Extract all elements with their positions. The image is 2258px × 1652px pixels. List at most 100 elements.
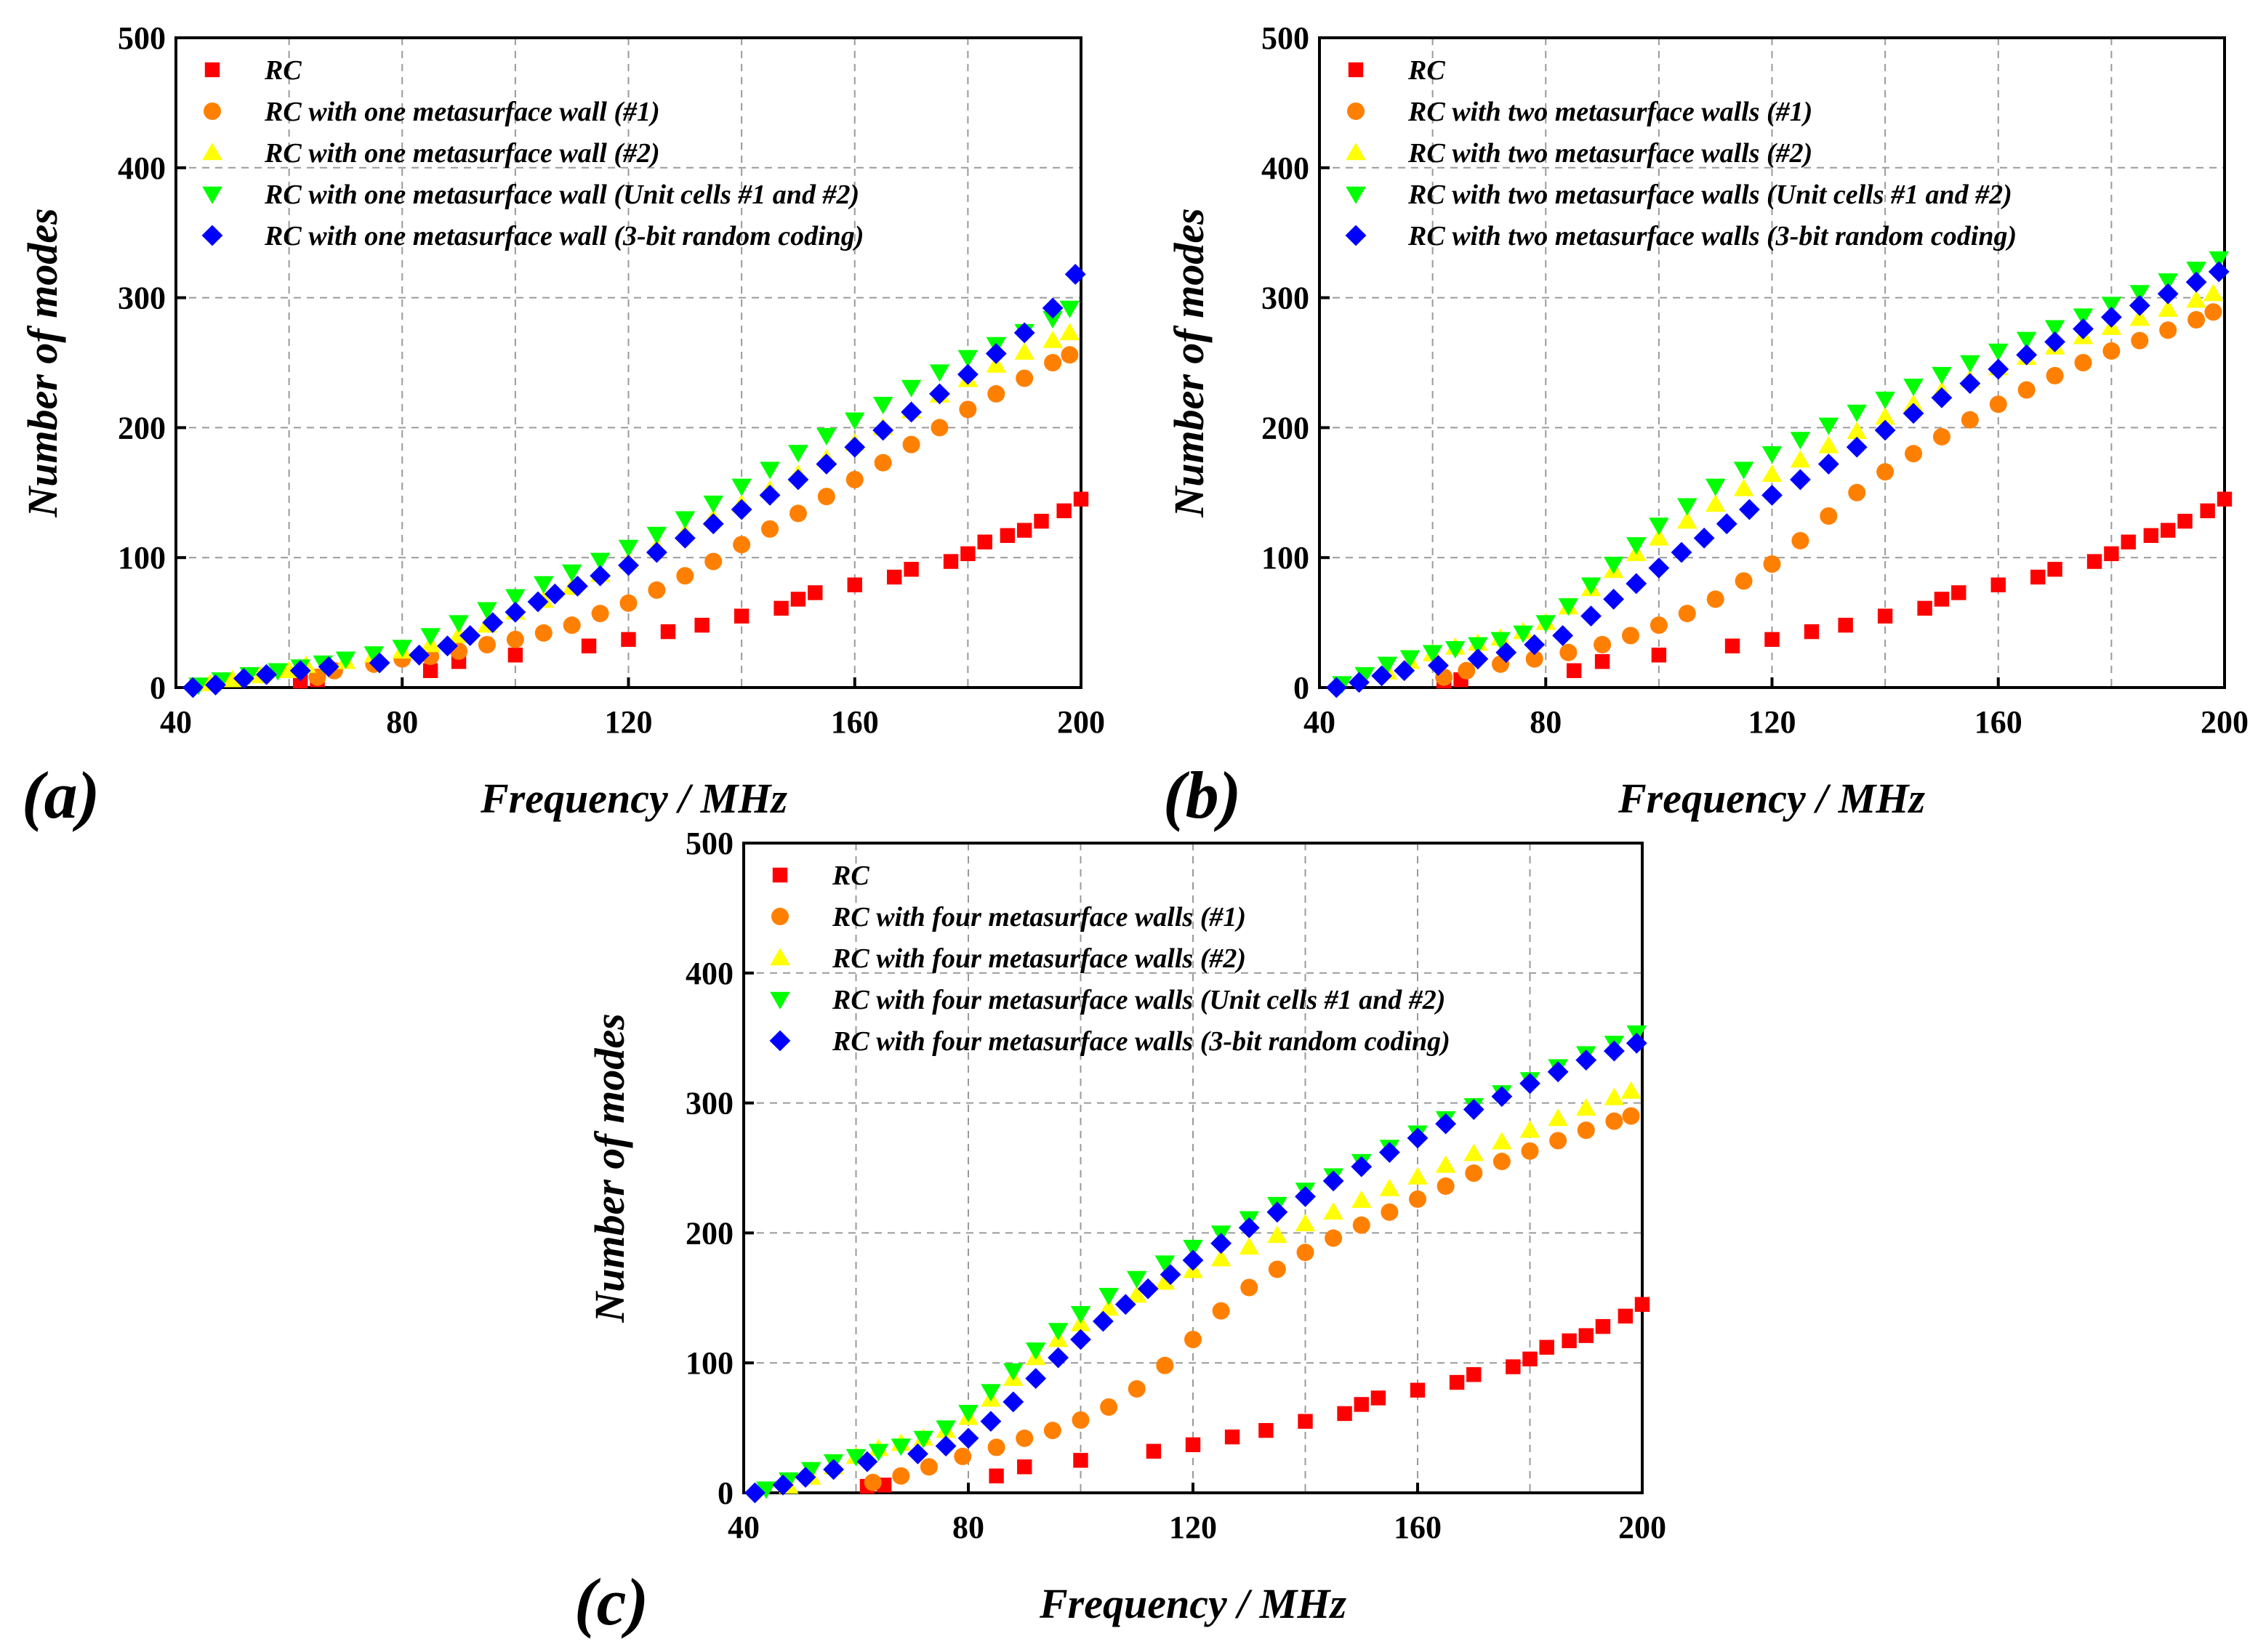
- data-point: [1468, 637, 1488, 655]
- data-point: [1296, 1244, 1314, 1262]
- data-point: [2177, 513, 2193, 529]
- data-point: [2203, 283, 2224, 302]
- data-point: [1626, 537, 1647, 555]
- data-point: [1458, 661, 1476, 680]
- data-point: [618, 555, 639, 576]
- data-point: [1378, 1142, 1400, 1163]
- data-point: [1013, 322, 1035, 344]
- data-point: [1322, 1170, 1344, 1192]
- legend-marker: [1346, 186, 1366, 204]
- data-point: [981, 1384, 1001, 1402]
- data-point: [1370, 1390, 1386, 1406]
- data-point: [1184, 1331, 1202, 1349]
- data-point: [1025, 1368, 1047, 1390]
- data-point: [1877, 608, 1893, 624]
- data-point: [929, 364, 950, 382]
- series-3: [199, 323, 1080, 691]
- data-point: [1492, 1132, 1512, 1150]
- data-point: [1562, 1333, 1577, 1349]
- legend: RC RC with four metasurface walls (#1) RC …: [769, 861, 1450, 1057]
- data-point: [256, 664, 277, 685]
- legend-entry: RC with two metasurface walls (Unit cell…: [1407, 180, 2012, 210]
- data-point: [1580, 605, 1602, 627]
- data-point: [1059, 300, 1080, 318]
- legend-entry: RC with four metasurface walls (#1): [832, 902, 1246, 932]
- data-point: [1524, 634, 1546, 656]
- data-point: [1495, 642, 1517, 664]
- data-point: [676, 567, 694, 585]
- data-point: [561, 564, 582, 582]
- data-point: [1559, 643, 1578, 661]
- data-point: [1620, 1081, 1642, 1099]
- data-point: [674, 527, 696, 549]
- data-point: [761, 520, 779, 538]
- x-tick-label: 120: [605, 704, 653, 740]
- data-point: [2160, 523, 2176, 538]
- data-point: [817, 488, 835, 506]
- data-point: [874, 454, 892, 472]
- data-point: [1932, 366, 1952, 384]
- data-point: [787, 469, 809, 491]
- data-point: [335, 651, 356, 669]
- data-point: [845, 1448, 867, 1467]
- data-point: [1160, 1264, 1181, 1286]
- legend-marker: [1347, 102, 1365, 120]
- legend: RC RC with two metasurface walls (#1) RC w…: [1345, 55, 2017, 251]
- y-tick-label: 200: [686, 1215, 734, 1251]
- data-point: [2204, 303, 2222, 321]
- data-point: [2030, 569, 2046, 585]
- data-point: [222, 669, 243, 688]
- data-point: [2046, 366, 2064, 384]
- data-point: [1351, 1190, 1372, 1208]
- y-tick-label: 400: [118, 150, 166, 186]
- data-point: [2159, 321, 2177, 339]
- data-point: [1491, 1086, 1513, 1108]
- data-point: [1790, 469, 1811, 491]
- series-2: [308, 346, 1079, 686]
- data-point: [2102, 342, 2121, 360]
- data-point: [1875, 407, 1895, 425]
- legend-marker: [771, 908, 789, 925]
- data-point: [1073, 491, 1089, 507]
- x-axis-label: Frequency / MHz: [1618, 775, 1926, 822]
- data-point: [1061, 346, 1079, 364]
- x-tick-label: 160: [831, 704, 879, 740]
- data-point: [369, 652, 390, 674]
- data-point: [1059, 323, 1080, 341]
- data-point: [1154, 1272, 1176, 1290]
- data-point: [1552, 625, 1573, 646]
- data-point: [2157, 283, 2179, 305]
- data-point: [1874, 419, 1896, 441]
- data-point: [1044, 354, 1062, 371]
- data-point: [904, 562, 919, 577]
- data-point: [1034, 513, 1049, 529]
- data-point: [943, 554, 959, 569]
- data-point: [1154, 1255, 1176, 1273]
- data-point: [957, 363, 979, 385]
- data-point: [563, 616, 581, 634]
- data-point: [1240, 1278, 1258, 1297]
- legend-entry: RC: [1407, 55, 1445, 86]
- data-point: [1422, 645, 1443, 663]
- data-point: [1648, 557, 1670, 579]
- data-point: [233, 668, 254, 689]
- data-point: [2158, 273, 2178, 291]
- data-point: [1492, 1153, 1511, 1171]
- legend-marker: [202, 186, 222, 204]
- data-point: [1650, 616, 1668, 634]
- data-point: [1846, 436, 1868, 458]
- data-point: [1437, 1177, 1455, 1196]
- data-point: [734, 608, 750, 624]
- data-point: [1989, 395, 2007, 414]
- data-point: [1042, 311, 1063, 329]
- y-tick-label: 400: [1261, 150, 1309, 186]
- data-point: [985, 343, 1007, 364]
- data-point: [2016, 331, 2037, 350]
- data-point: [392, 640, 413, 658]
- data-point: [960, 546, 976, 562]
- data-point: [790, 592, 806, 607]
- data-point: [844, 412, 865, 430]
- legend-entry: RC with four metasurface walls (3-bit ra…: [832, 1026, 1450, 1057]
- data-point: [1435, 1155, 1456, 1173]
- data-point: [864, 1473, 882, 1491]
